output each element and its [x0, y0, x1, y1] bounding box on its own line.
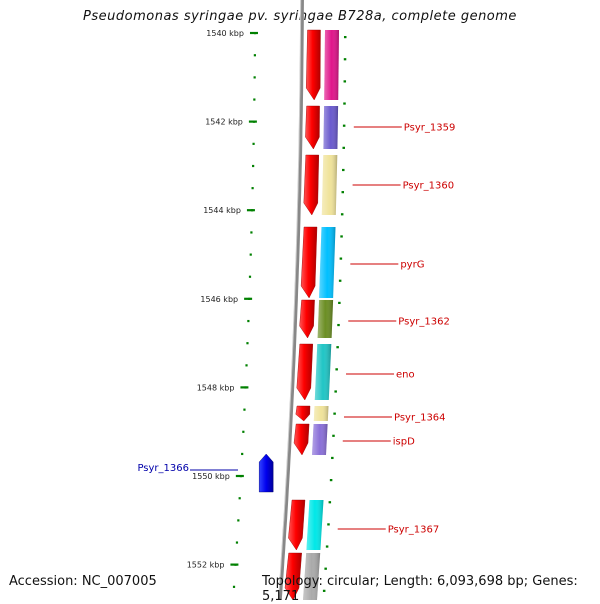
- ruler-outer-tick: [331, 456, 334, 460]
- ruler-outer-tick: [343, 58, 347, 61]
- ruler-minor-tick: [237, 519, 240, 522]
- cog-track: [303, 30, 339, 600]
- ruler-outer-tick: [341, 191, 345, 194]
- ruler-minor-tick: [242, 430, 245, 433]
- ruler-minor-tick: [252, 142, 255, 145]
- ruler-minor-tick: [241, 452, 244, 456]
- gene-label[interactable]: Psyr_1367: [388, 525, 440, 536]
- ruler-minor-tick: [239, 475, 243, 478]
- backbone-line: [278, 0, 304, 600]
- cog-block-shading: [306, 500, 324, 550]
- cog-block-shading: [323, 106, 339, 149]
- ruler-outer-tick: [336, 346, 339, 349]
- gene-label[interactable]: Psyr_1360: [403, 181, 455, 192]
- gene-arrow-forward[interactable]: [296, 343, 314, 401]
- ruler-tick-label: 1548 kbp: [197, 383, 235, 392]
- cog-block-shading: [317, 300, 334, 338]
- ruler-outer-tick: [334, 390, 337, 393]
- ruler-outer-tick: [327, 523, 330, 526]
- gene-arrow-forward[interactable]: [305, 105, 320, 150]
- ruler-outer-tick: [337, 323, 340, 327]
- ruler-minor-tick: [248, 275, 252, 278]
- gene-label[interactable]: Psyr_1359: [404, 123, 456, 134]
- gene-arrow-forward[interactable]: [300, 226, 318, 299]
- cog-block-shading: [321, 155, 338, 215]
- backbone-highlight: [278, 0, 302, 600]
- ruler-outer-tick: [332, 434, 335, 437]
- ruler-minor-tick: [253, 54, 256, 57]
- ruler-minor-tick: [248, 297, 251, 300]
- ruler-outer-tick: [343, 80, 347, 83]
- ruler-minor-tick: [244, 386, 247, 389]
- gene-arrow-forward[interactable]: [288, 499, 306, 551]
- gene-arrow-forward[interactable]: [295, 405, 311, 422]
- ruler-minor-tick: [253, 32, 257, 35]
- ruler-minor-tick: [234, 563, 237, 566]
- gene-arrow-forward[interactable]: [293, 423, 310, 456]
- cog-block-shading: [324, 30, 339, 100]
- ruler-minor-tick: [251, 187, 254, 190]
- ruler-minor-tick: [246, 342, 249, 345]
- gene-label[interactable]: Psyr_1366: [137, 463, 189, 474]
- ruler-outer-tick: [338, 279, 342, 282]
- gene-arrow-reverse[interactable]: [258, 453, 274, 493]
- gene-arrow-forward[interactable]: [305, 29, 321, 101]
- gene-label[interactable]: Psyr_1364: [394, 413, 446, 424]
- ruler-minor-tick: [252, 120, 256, 123]
- gene-arrow-forward[interactable]: [284, 552, 302, 600]
- genome-backbone: [278, 0, 304, 600]
- gene-arrow-forward[interactable]: [299, 299, 315, 339]
- ruler-outer-tick: [339, 257, 343, 260]
- ruler-minor-tick: [250, 231, 253, 234]
- ruler-minor-tick: [243, 408, 246, 411]
- ruler-tick-label: 1544 kbp: [203, 206, 241, 215]
- gene-label[interactable]: ispD: [393, 437, 415, 448]
- ruler-minor-tick: [232, 585, 236, 588]
- cog-block-shading: [313, 406, 329, 421]
- ruler-outer-tick: [342, 146, 345, 149]
- ruler-outer-tick: [343, 36, 347, 39]
- ruler-minor-tick: [249, 253, 252, 256]
- ruler-outer-tick: [329, 479, 333, 482]
- gene-arrow-forward[interactable]: [303, 154, 320, 216]
- ruler-minor-tick: [238, 497, 241, 500]
- ruler-outer-tick: [343, 102, 346, 105]
- ruler-tick-label: 1546 kbp: [200, 295, 238, 304]
- ruler-minor-tick: [253, 76, 256, 79]
- ruler-minor-tick: [245, 364, 248, 367]
- gene-label[interactable]: eno: [396, 370, 415, 381]
- kbp-ruler: 1540 kbp 1542 kbp 1544 kbp 1546 kbp 1548 kbp…: [187, 29, 347, 592]
- ruler-tick-label: 1542 kbp: [205, 118, 243, 127]
- ruler-outer-tick: [324, 567, 327, 570]
- ruler-outer-tick: [340, 213, 344, 216]
- gene-track: [258, 29, 321, 600]
- ruler-outer-tick: [340, 235, 343, 238]
- ruler-minor-tick: [247, 319, 250, 323]
- ruler-outer-tick: [342, 124, 346, 127]
- ruler-tick-label: 1540 kbp: [206, 29, 244, 38]
- gene-label[interactable]: Psyr_1362: [398, 317, 450, 328]
- ruler-outer-tick: [322, 589, 326, 592]
- ruler-minor-tick: [252, 164, 255, 168]
- ruler-outer-tick: [325, 545, 329, 548]
- map-title: Pseudomonas syringae pv. syringae B728a,…: [83, 9, 517, 24]
- cog-block-shading: [314, 344, 332, 400]
- accession-text: Accession: NC_007005: [9, 574, 157, 589]
- ruler-outer-tick: [328, 501, 332, 504]
- ruler-tick-label: 1550 kbp: [192, 472, 230, 481]
- ruler-minor-tick: [250, 209, 254, 212]
- ruler-outer-tick: [342, 168, 345, 172]
- gene-label[interactable]: pyrG: [400, 260, 424, 271]
- cog-block-shading: [319, 227, 336, 298]
- ruler-outer-tick: [338, 301, 341, 304]
- cog-block-shading: [312, 424, 328, 455]
- ruler-outer-tick: [333, 412, 336, 415]
- ruler-minor-tick: [235, 541, 239, 544]
- ruler-outer-tick: [335, 368, 338, 371]
- ruler-tick-label: 1552 kbp: [187, 561, 225, 570]
- cog-block-shading: [303, 553, 321, 600]
- ruler-minor-tick: [253, 98, 256, 101]
